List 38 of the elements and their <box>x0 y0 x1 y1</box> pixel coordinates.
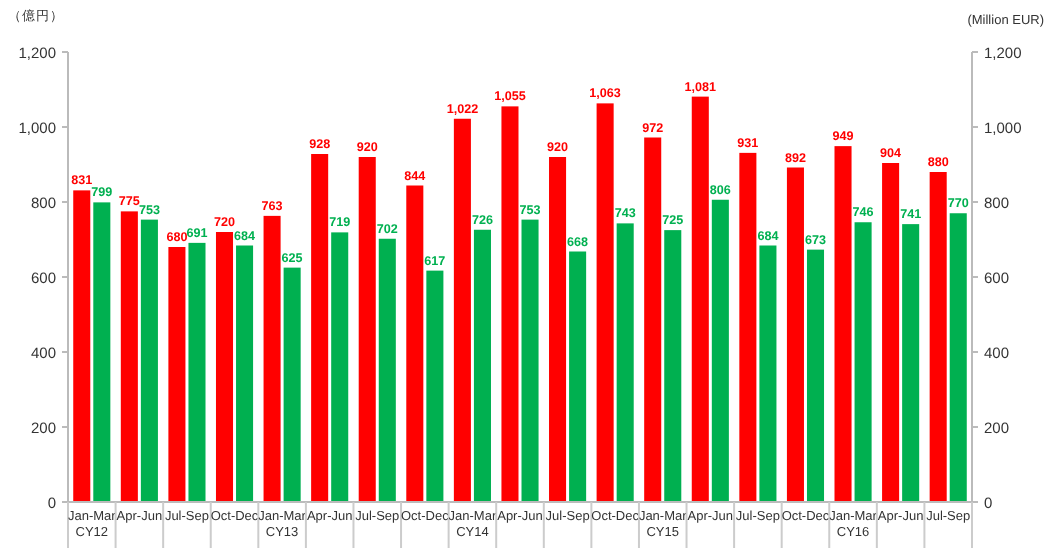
bar <box>426 270 444 502</box>
bar <box>406 185 424 502</box>
bar <box>596 103 614 502</box>
bar <box>616 223 634 502</box>
bar <box>521 219 539 502</box>
bar <box>358 157 376 502</box>
bar <box>854 222 872 502</box>
bar <box>378 238 396 502</box>
bar <box>283 267 301 502</box>
bar <box>806 249 825 502</box>
bar <box>473 229 491 502</box>
bar <box>569 251 587 502</box>
bar <box>786 167 804 502</box>
bar <box>215 232 234 502</box>
bar <box>549 157 567 502</box>
bar <box>501 106 519 502</box>
bar <box>453 118 471 502</box>
bar <box>882 163 900 502</box>
bar <box>73 190 91 502</box>
bar <box>263 215 281 502</box>
bar <box>834 146 852 502</box>
bar <box>311 154 329 502</box>
bar <box>331 232 349 502</box>
bar <box>644 137 662 502</box>
bar <box>140 219 158 502</box>
bar <box>902 224 920 502</box>
bar <box>236 245 254 502</box>
bar <box>691 96 709 502</box>
bar <box>120 211 138 502</box>
bar <box>949 213 967 502</box>
bar <box>929 172 947 502</box>
bar <box>739 152 757 502</box>
bar <box>188 242 206 502</box>
bar <box>168 247 186 502</box>
bar <box>93 202 111 502</box>
bar <box>759 245 777 502</box>
bar <box>664 230 682 502</box>
bar <box>711 199 729 502</box>
